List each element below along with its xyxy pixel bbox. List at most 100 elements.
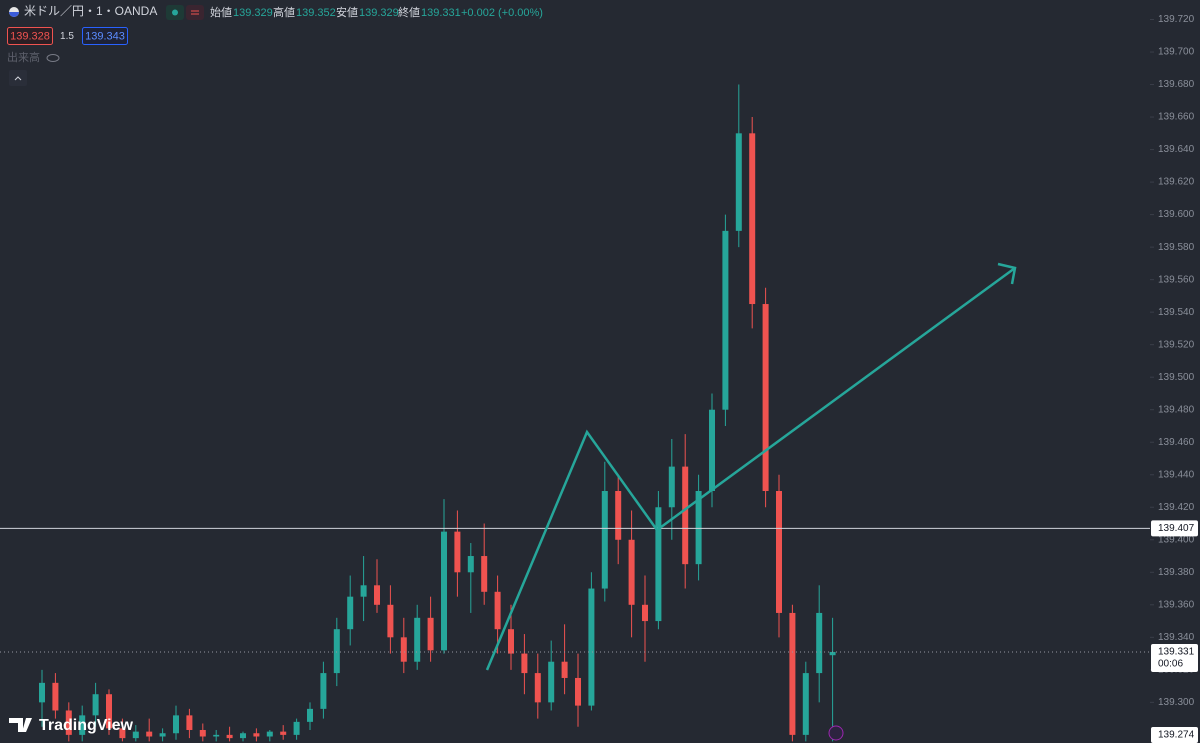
y-tick-label: 139.640	[1158, 144, 1195, 155]
volume-label: 出来高	[7, 50, 40, 64]
candle-body	[668, 466, 675, 508]
y-tick-label: 139.340	[1158, 632, 1195, 643]
candle-body	[642, 604, 648, 622]
candle-body	[186, 715, 193, 730]
candle-body	[132, 731, 139, 739]
candle-body	[360, 585, 367, 597]
candle-body	[159, 733, 166, 737]
event-icon[interactable]	[828, 725, 844, 741]
status-badge[interactable]	[186, 5, 204, 20]
candle-body	[789, 612, 796, 735]
candle-body	[494, 591, 501, 630]
candle-body	[253, 733, 260, 737]
bid: 139.328	[10, 30, 50, 42]
candle-body	[39, 682, 45, 703]
candle-body	[454, 531, 461, 573]
ask-button[interactable]	[82, 27, 128, 45]
candle-body	[226, 734, 233, 739]
candle-body	[280, 731, 287, 735]
y-tick-label: 139.500	[1158, 372, 1195, 383]
candle-body	[601, 490, 608, 589]
y-tick-label: 139.520	[1158, 339, 1195, 350]
change: +0.002 (+0.00%)	[461, 7, 543, 19]
candle-body	[548, 661, 555, 703]
candle-body	[119, 728, 126, 739]
y-tick-label: 139.440	[1158, 469, 1195, 480]
y-tick-label: 139.660	[1158, 112, 1195, 123]
logo: TradingView	[39, 717, 134, 734]
candle-body	[615, 490, 622, 540]
candle-body	[628, 539, 635, 605]
candle-body	[414, 617, 421, 662]
candle-body	[816, 612, 823, 674]
spread: 1.5	[60, 31, 74, 42]
hide-icon[interactable]	[46, 54, 60, 62]
y-tick-label: 139.700	[1158, 47, 1195, 58]
y-tick-label: 139.720	[1158, 14, 1195, 25]
candle-body	[762, 304, 769, 491]
candle-body	[199, 729, 206, 737]
status-dot	[172, 9, 178, 16]
candle-body	[467, 556, 474, 573]
collapse-button[interactable]	[9, 70, 27, 86]
y-tick-label: 139.540	[1158, 307, 1195, 318]
candle-body	[722, 230, 729, 410]
candle-body	[735, 133, 742, 231]
candle-body	[65, 710, 72, 735]
candle-body	[561, 661, 568, 678]
candle-body	[266, 731, 273, 737]
y-tick-label: 139.620	[1158, 177, 1195, 188]
candle-body	[575, 677, 581, 706]
flag-icon	[9, 12, 19, 17]
price-tag	[1151, 520, 1198, 537]
candle-body	[481, 556, 488, 592]
symbol: 米ドル／円・1・OANDA	[24, 4, 157, 18]
candle-body	[427, 617, 434, 651]
candle-body	[307, 708, 313, 722]
candle-body	[802, 673, 809, 735]
candle-body	[213, 734, 220, 737]
candle-body	[508, 629, 514, 654]
ohlc-label: 始値	[210, 5, 232, 19]
price-tag-label: 139.407	[1158, 523, 1195, 534]
candle-body	[682, 466, 689, 565]
candle-body	[749, 133, 756, 305]
candle-body	[106, 694, 112, 729]
y-tick-label: 139.400	[1158, 534, 1195, 545]
ohlc-label: 安値	[336, 5, 358, 19]
y-tick-label: 139.300	[1158, 697, 1195, 708]
candle-body	[521, 653, 528, 674]
countdown: 00:06	[1158, 659, 1183, 670]
y-tick-label: 139.460	[1158, 437, 1195, 448]
candle-body	[146, 731, 153, 737]
ohlc-label: 高値	[273, 5, 295, 19]
y-tick-label: 139.360	[1158, 599, 1195, 610]
candle-body	[173, 715, 179, 734]
candle-body	[387, 604, 394, 638]
ohlc-label: 終値	[398, 5, 420, 19]
candle-body	[374, 585, 380, 605]
candle-body	[293, 721, 300, 735]
arrow-head	[997, 262, 1017, 285]
y-tick-label: 139.380	[1158, 567, 1195, 578]
plot	[0, 84, 1150, 742]
y-tick-label: 139.560	[1158, 274, 1195, 285]
ohlc-value: 139.352	[296, 7, 336, 19]
ohlc-value: 139.329	[359, 7, 399, 19]
y-tick-label: 139.480	[1158, 404, 1195, 415]
candle-body	[829, 651, 836, 656]
last-price-tag	[1151, 643, 1198, 672]
bid-button[interactable]	[7, 27, 53, 45]
candle-body	[588, 588, 595, 706]
ohlc-value: 139.331	[421, 7, 461, 19]
candle-body	[534, 673, 541, 703]
candle-body	[79, 715, 86, 735]
y-tick-label: 139.680	[1158, 79, 1195, 90]
candle-body	[347, 596, 354, 630]
y-tick-label: 139.600	[1158, 209, 1195, 220]
y-tick-label: 139.420	[1158, 502, 1195, 513]
candle-body	[441, 531, 447, 651]
